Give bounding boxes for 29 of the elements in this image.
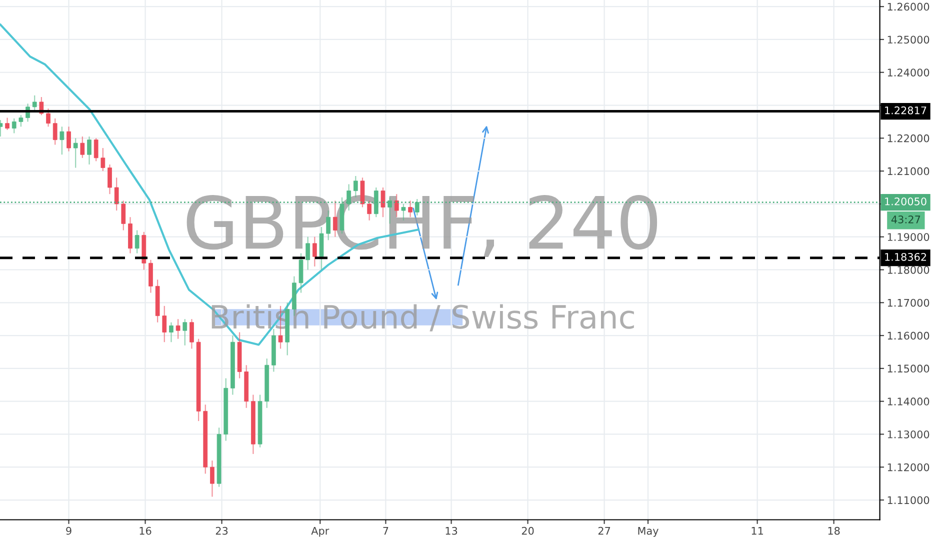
y-tick-label: 1.12000 <box>888 463 930 472</box>
x-tick-label: Apr <box>311 527 330 537</box>
text: 43:27 <box>891 216 920 224</box>
y-tick-label: 1.14000 <box>888 398 930 406</box>
y-tick-label: 1.21000 <box>888 167 930 176</box>
y-tick-label: 1.18000 <box>888 266 930 274</box>
x-tick-label: 13 <box>446 526 458 535</box>
x-tick-label: 11 <box>752 527 763 535</box>
ref-line-label: 1.20050 <box>885 197 926 206</box>
y-tick-label: 1.17000 <box>888 298 930 307</box>
y-tick-label: 1.11000 <box>888 496 930 504</box>
x-tick-label: 20 <box>522 526 534 535</box>
x-tick-label: 27 <box>598 526 610 535</box>
y-tick-label: 1.22000 <box>888 134 930 142</box>
y-tick-label: 1.26000 <box>888 2 930 11</box>
x-tick-label: 7 <box>383 527 388 535</box>
y-tick-label: 1.15000 <box>888 364 930 373</box>
y-tick-label: 1.24000 <box>888 68 930 76</box>
y-tick-label: 1.16000 <box>888 332 930 340</box>
x-tick-label: 23 <box>216 526 228 535</box>
y-tick-label: 1.19000 <box>888 233 930 241</box>
x-tick-label: 9 <box>66 526 72 535</box>
y-tick-label: 1.25000 <box>888 36 930 44</box>
ref-line-label: 1.22817 <box>885 106 926 114</box>
x-tick-label: 16 <box>140 526 152 535</box>
ref-line-label: 1.18362 <box>885 252 926 261</box>
x-tick-label: May <box>638 527 658 537</box>
y-tick-label: 1.13000 <box>888 430 930 438</box>
x-tick-label: 18 <box>828 526 840 535</box>
